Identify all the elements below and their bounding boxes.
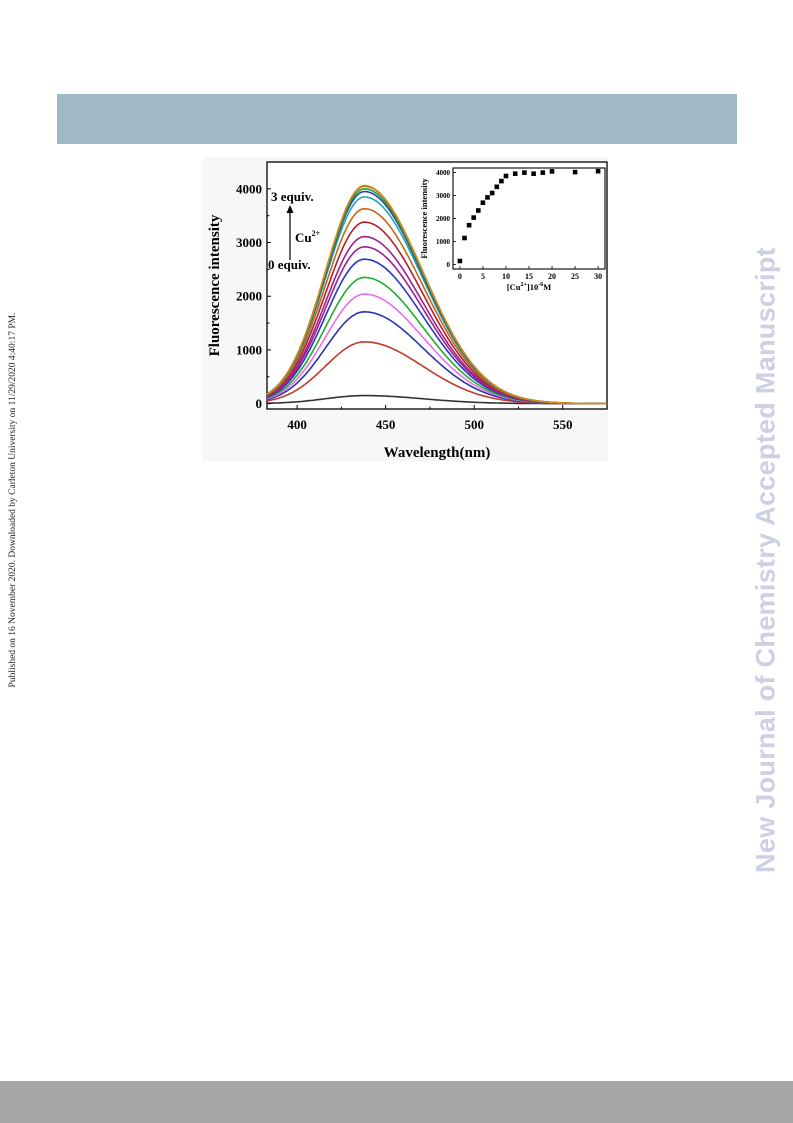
- annotation-arrow-head: [286, 205, 294, 213]
- inset-y-tick-label: 0: [447, 261, 451, 269]
- x-tick-label: 450: [376, 417, 396, 432]
- inset-y-tick-label: 1000: [436, 238, 451, 246]
- annotation-ion-charge: 2+: [312, 229, 321, 238]
- inset-data-point: [494, 184, 500, 190]
- inset-x-axis-label-part-1: [Cu: [507, 282, 521, 292]
- footer-band: [0, 1081, 793, 1123]
- inset-data-point: [499, 178, 504, 184]
- spectrum-line-15: [266, 184, 607, 405]
- inset-x-axis-label: [Cu2+]10-6M: [507, 282, 552, 292]
- inset-x-tick-label: 25: [571, 272, 579, 281]
- inset-frame: [452, 167, 606, 270]
- y-tick-label: 3000: [236, 235, 262, 250]
- y-tick-label: 2000: [236, 289, 262, 304]
- x-axis-label: Wavelength(nm): [384, 445, 491, 461]
- inset-data-point: [531, 171, 536, 176]
- inset-plot: 0 5 10 15 20 25 30 0 1000 2000 3000 4000 Fluorescenc…: [419, 167, 606, 292]
- inset-data-point: [549, 169, 555, 174]
- fluorescence-chart: 400 450 500 55001000200030004000Wavelength(…: [202, 157, 608, 461]
- inset-data-point: [540, 170, 546, 175]
- x-tick-label: 550: [553, 417, 573, 432]
- inset-data-point: [522, 170, 527, 175]
- inset-data-point: [485, 195, 490, 200]
- annotation-bottom: 0 equiv.: [268, 257, 311, 272]
- inset-y-tick-label: 2000: [436, 215, 451, 223]
- inset-x-tick-label: 10: [502, 272, 510, 281]
- annotation-ion-symbol: Cu: [295, 230, 312, 245]
- inset-data-point: [595, 168, 601, 174]
- inset-x-tick-label: 20: [548, 272, 556, 281]
- inset-data-point: [462, 235, 467, 241]
- y-tick-label: 0: [256, 396, 263, 411]
- inset-y-tick-label: 3000: [436, 192, 451, 200]
- y-tick-label: 1000: [236, 342, 262, 357]
- inset-data-point: [457, 258, 463, 264]
- publication-note: Published on 16 November 2020. Downloade…: [8, 312, 18, 688]
- inset-x-axis-label-part-5: M: [543, 282, 551, 292]
- inset-y-tick-label: 4000: [436, 169, 451, 177]
- inset-x-axis-label-part-2: 2+: [520, 282, 527, 288]
- inset-x-tick-label: 15: [525, 272, 533, 281]
- inset-data-point: [572, 169, 578, 175]
- annotation-top: 3 equiv.: [271, 189, 314, 204]
- figure: 400 450 500 550 0 1000 2000 3000 4000 Wavelength(…: [202, 157, 608, 461]
- inset-x-tick-label: 0: [458, 272, 462, 281]
- annotation-ion: Cu2+: [295, 229, 321, 245]
- x-tick-label: 400: [287, 417, 307, 432]
- inset-x-tick-label: 5: [481, 272, 485, 281]
- inset-x-axis-label-part-3: ]10: [527, 282, 538, 292]
- inset-data-point: [489, 190, 495, 196]
- y-axis-label: Fluorescence intensity: [207, 214, 223, 356]
- inset-data-point: [512, 171, 518, 176]
- inset-x-axis-label-part-4: -6: [538, 282, 543, 288]
- x-tick-label: 500: [464, 417, 484, 432]
- header-band: [57, 94, 737, 144]
- inset-data-point: [480, 200, 486, 205]
- inset-data-point: [503, 173, 509, 179]
- inset-data-point: [466, 222, 472, 228]
- inset-data-point: [471, 215, 476, 220]
- inset-x-tick-label: 30: [594, 272, 602, 281]
- journal-watermark: New Journal of Chemistry Accepted Manusc…: [750, 247, 781, 873]
- inset-data-point: [476, 208, 481, 213]
- y-tick-label: 4000: [236, 181, 262, 196]
- inset-y-axis-label: Fluorescence intensity: [419, 178, 429, 259]
